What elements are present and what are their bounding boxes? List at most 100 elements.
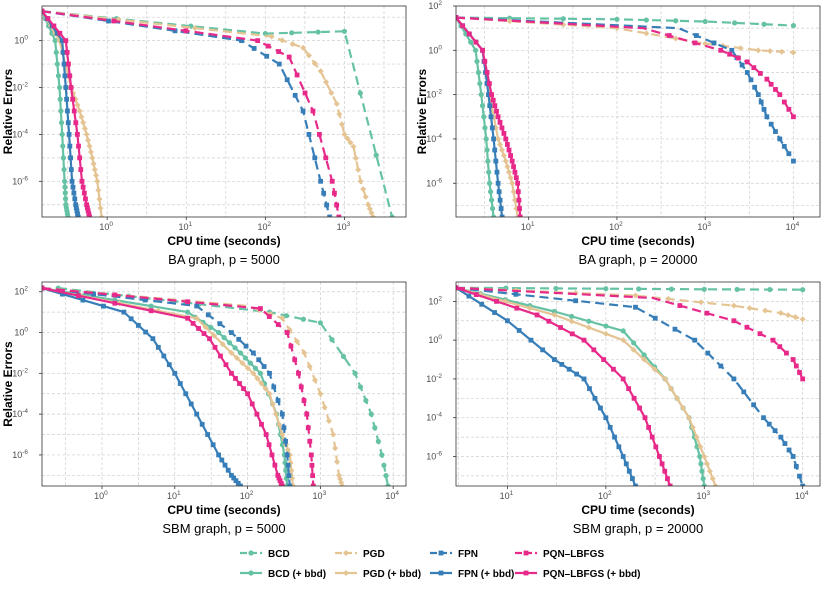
series-pgd-bbd-point: [704, 460, 711, 467]
series-bcd-bbd-point: [53, 49, 59, 55]
series-bcd-bbd-point: [252, 365, 259, 371]
series-fpn-bbd-point: [101, 303, 106, 309]
series-pgd-point: [632, 292, 639, 299]
series-pqn-lbfgs-bbd-point: [237, 381, 242, 386]
series-fpn-bbd-point: [75, 211, 80, 217]
series-pqn-lbfgs-bbd-point: [68, 85, 74, 90]
chart-panel-4: 101 102 103 104 102 100 10-2 10-4 10-6 CPU time (…: [426, 281, 821, 536]
series-bcd-point: [800, 287, 806, 293]
series-fpn-bbd-point: [581, 376, 587, 382]
series-bcd-point: [341, 28, 348, 34]
series-pgd-point: [360, 186, 367, 193]
series-pqn-lbfgs-line: [42, 10, 340, 217]
series-bcd-point: [767, 286, 773, 293]
series-bcd-bbd-point: [489, 205, 496, 212]
series-bcd-bbd-point: [700, 476, 706, 482]
series-bcd-point: [368, 411, 374, 417]
series-pqn-lbfgs-bbd-point: [78, 167, 84, 172]
series-pqn-lbfgs-bbd-point: [631, 395, 637, 401]
series-fpn-point: [318, 178, 324, 184]
series-bcd-bbd-point: [283, 467, 289, 474]
series-pqn-lbfgs-point: [757, 70, 763, 76]
series-fpn-bbd-point: [559, 361, 565, 367]
series-pgd-bbd-point: [693, 434, 700, 441]
series-fpn-bbd-point: [505, 318, 510, 324]
series-pgd-bbd-point: [98, 214, 105, 217]
series-pgd-point: [328, 89, 335, 96]
series-bcd-bbd-point: [698, 461, 704, 467]
series-pgd-bbd-point: [244, 365, 251, 372]
series-pqn-lbfgs-point: [301, 398, 307, 403]
series-pgd-point: [311, 377, 318, 384]
series-fpn-bbd-point: [166, 362, 172, 368]
series-fpn-point: [205, 312, 211, 318]
series-pqn-lbfgs-bbd-point: [74, 132, 80, 137]
series-bcd-bbd-point: [62, 190, 68, 196]
series-fpn-point: [217, 321, 223, 327]
x-axis-title: CPU time (seconds): [167, 234, 280, 248]
legend-item-pgd-marker: [343, 550, 349, 556]
series-pgd-bbd-point: [78, 113, 85, 120]
series-pqn-lbfgs-bbd-point: [534, 312, 540, 318]
series-fpn-point: [781, 143, 787, 149]
series-pqn-lbfgs-point: [304, 411, 310, 417]
series-bcd-point: [372, 425, 378, 431]
series-fpn-bbd-point: [143, 329, 149, 335]
series-pgd-bbd-point: [630, 346, 637, 353]
series-fpn-bbd-point: [633, 483, 638, 486]
series-pqn-lbfgs-point: [112, 292, 118, 298]
legend-item-bcd-label: BCD: [268, 549, 290, 560]
series-bcd-line: [58, 287, 390, 486]
series-pqn-lbfgs-bbd-point: [581, 337, 587, 343]
series-pgd-bbd-point: [239, 360, 246, 367]
series-fpn-point: [264, 53, 270, 59]
series-fpn-point: [312, 155, 318, 161]
series-pqn-lbfgs-bbd-point: [241, 386, 246, 392]
series-pgd-point: [357, 178, 364, 185]
series-bcd-bbd-point: [60, 155, 67, 161]
series-pgd-point: [321, 404, 328, 411]
series-fpn-bbd-point: [188, 401, 194, 407]
series-pqn-lbfgs-bbd-point: [77, 155, 83, 161]
series-pgd-bbd-point: [504, 163, 511, 170]
series-pgd-bbd-point: [233, 355, 240, 362]
series-pqn-lbfgs-bbd-point: [517, 214, 523, 217]
series-fpn-point: [739, 62, 745, 68]
series-fpn-bbd-point: [607, 424, 613, 430]
y-tick-label: 10-6: [426, 177, 442, 188]
series-pqn-lbfgs-point: [736, 55, 741, 61]
series-pgd-point: [289, 40, 296, 47]
plot-frame: [455, 281, 821, 487]
series-fpn-point: [321, 190, 327, 196]
series-pgd-bbd-point: [202, 323, 209, 330]
series-pgd-bbd-point: [266, 390, 273, 397]
y-axis-title: Relative Errors: [1, 341, 15, 427]
series-pqn-lbfgs-bbd-point: [508, 153, 513, 158]
series-pqn-lbfgs-bbd-point: [112, 300, 118, 306]
legend-item-pqn-lbfgs: PQN–LBFGS: [515, 549, 604, 560]
series-pqn-lbfgs-point: [302, 90, 308, 96]
series-fpn-bbd-point: [210, 442, 216, 448]
series-bcd-bbd-point: [61, 166, 67, 173]
series-pgd-bbd-point: [288, 467, 295, 474]
series-fpn-bbd-point: [60, 291, 65, 297]
x-tick-label: 102: [609, 221, 623, 232]
series-pqn-lbfgs-bbd-point: [495, 114, 501, 120]
series-pqn-lbfgs-bbd-point: [591, 347, 597, 353]
series-pqn-lbfgs-bbd-point: [277, 478, 283, 484]
series-fpn-bbd-point: [68, 167, 74, 172]
series-fpn-bbd-point: [620, 454, 626, 459]
series-pgd-bbd-point: [76, 107, 83, 114]
series-fpn-point: [250, 350, 256, 356]
series-fpn-point: [772, 428, 778, 434]
legend-item-pgd-bbd-label: PGD (+ bbd): [363, 569, 421, 580]
series-pgd-point: [746, 305, 753, 312]
series-pgd-bbd-point: [258, 380, 265, 387]
series-pqn-lbfgs-point: [751, 65, 757, 71]
series-pqn-lbfgs-point: [329, 178, 335, 184]
series-pqn-lbfgs-bbd-point: [269, 452, 275, 458]
series-pgd-point: [305, 52, 312, 59]
series-pgd-point: [317, 390, 324, 397]
series-bcd-bbd-point: [701, 483, 707, 486]
series-bcd-bbd-point: [569, 313, 575, 319]
